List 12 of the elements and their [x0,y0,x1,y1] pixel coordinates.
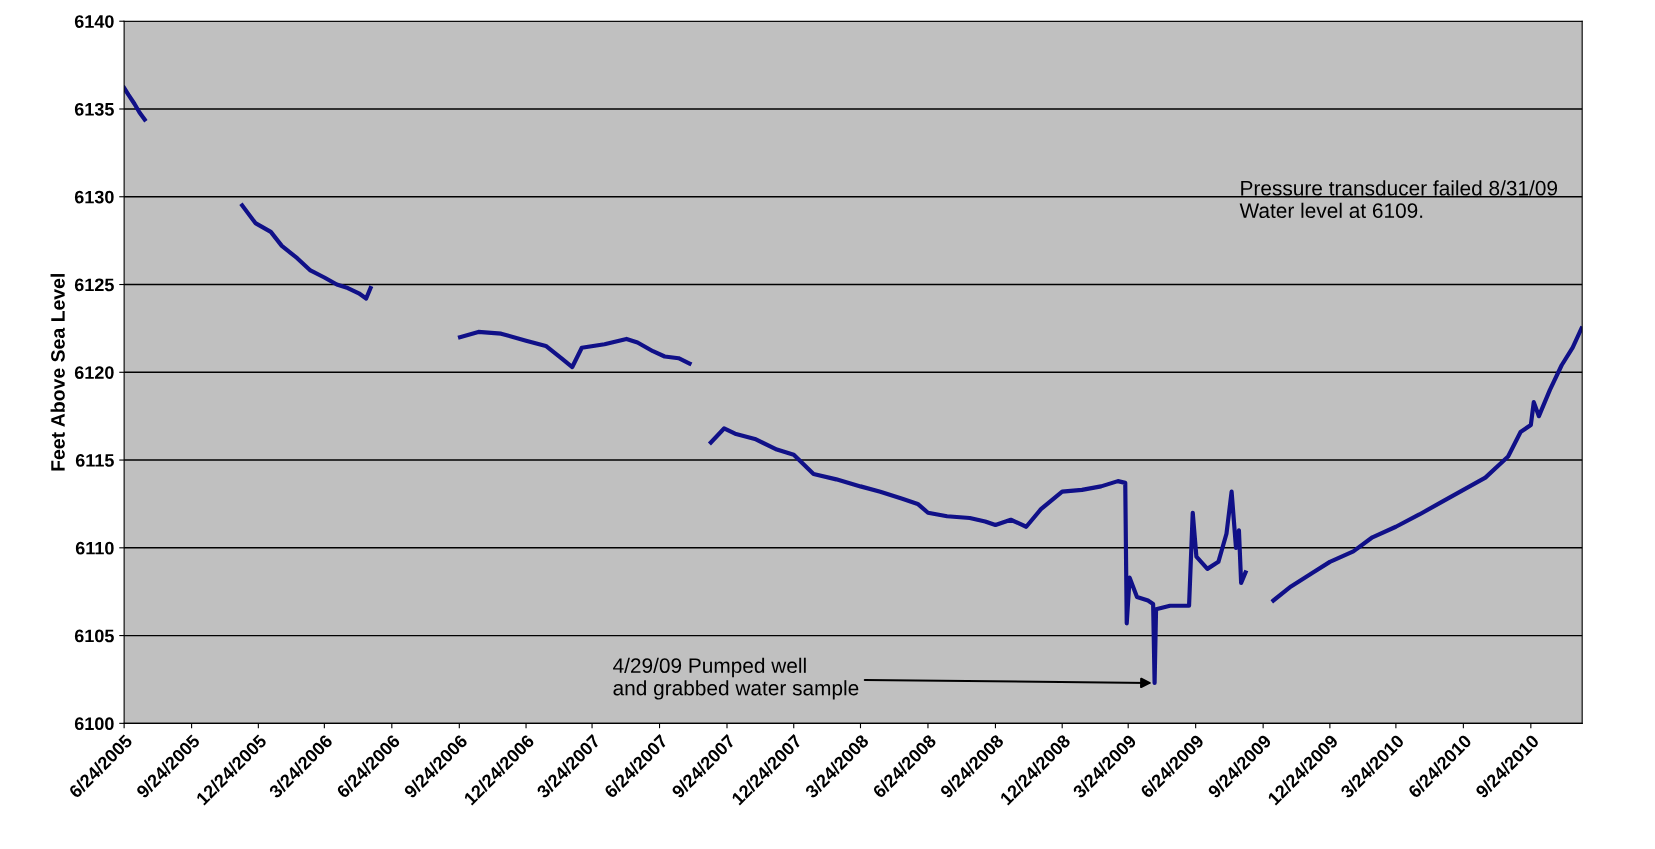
annotation: Pressure transducer failed 8/31/09 Water level at 6109. [1239,180,1558,219]
y-tick-label: 6110 [75,541,114,555]
y-tick-label: 6125 [74,278,114,292]
y-tick-label: 6140 [74,15,114,28]
y-tick-label: 6135 [74,102,114,116]
y-tick-label: 6100 [74,717,114,731]
y-tick-label: 6120 [74,366,114,380]
y-tick-label: 6115 [75,453,114,467]
y-axis-title: Feet Above Sea Level [50,274,65,471]
y-tick-label: 6130 [74,190,114,204]
annotation: 4/29/09 Pumped well and grabbed water sample [613,657,859,700]
y-tick-label: 6105 [74,629,114,643]
